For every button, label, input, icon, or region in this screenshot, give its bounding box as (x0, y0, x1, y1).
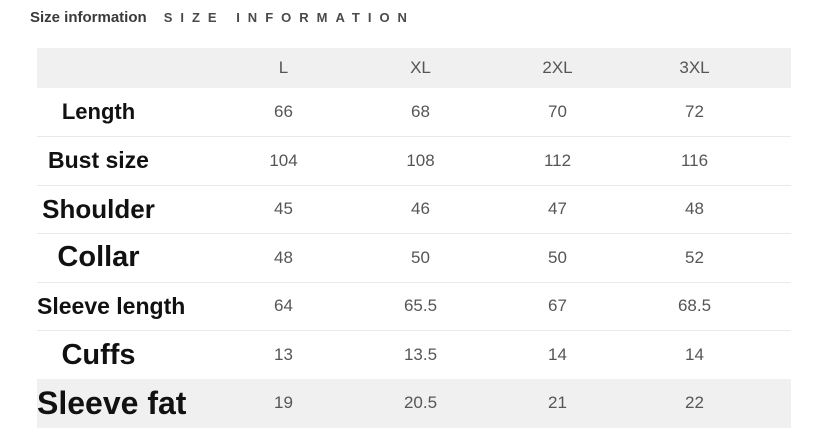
value-cell: 19 (274, 393, 293, 413)
spacer-cell (763, 282, 791, 331)
value-cell: 48 (215, 233, 352, 283)
size-info-title: Size information (30, 9, 147, 26)
value-cell: 66 (215, 88, 352, 137)
table-row-shoulder: Shoulder 45 46 47 48 (37, 185, 791, 234)
row-label: Bust size (37, 136, 215, 186)
value-cell: 50 (489, 233, 626, 283)
value-cell: 13.5 (403, 345, 438, 364)
spacer-cell (763, 233, 791, 283)
value-cell: 70 (489, 88, 626, 137)
row-label: Collar (37, 233, 215, 283)
table-header-row: L XL 2XL 3XL (37, 48, 791, 88)
row-label: Cuffs (61, 338, 136, 371)
spacer-cell (763, 48, 791, 88)
value-cell: 45 (215, 185, 352, 234)
value-cell: 104 (215, 136, 352, 186)
column-header-l: L (278, 58, 289, 77)
column-header-2xl: 2XL (542, 58, 573, 77)
spacer-cell (763, 331, 791, 380)
value-cell: 14 (685, 345, 704, 364)
value-cell: 48 (626, 185, 763, 234)
table-row-collar: Collar 48 50 50 52 (37, 233, 791, 283)
value-cell: 108 (352, 136, 489, 186)
value-cell: 52 (626, 233, 763, 283)
spacer-cell (763, 185, 791, 234)
value-cell: 72 (626, 88, 763, 137)
column-header-xl: XL (410, 58, 431, 77)
value-cell: 14 (548, 345, 567, 364)
value-cell: 112 (489, 136, 626, 186)
size-table: L XL 2XL 3XL Length 66 68 70 72 Bust siz… (37, 48, 791, 428)
value-cell: 50 (352, 233, 489, 283)
value-cell: 64 (215, 282, 352, 331)
value-cell: 68 (352, 88, 489, 137)
value-cell: 13 (274, 345, 293, 364)
row-label: Sleeve length (37, 282, 215, 331)
value-cell: 22 (685, 393, 704, 413)
row-label: Length (37, 88, 215, 137)
spacer-cell (763, 379, 791, 428)
value-cell: 21 (548, 393, 567, 413)
value-cell: 68.5 (626, 282, 763, 331)
value-cell: 65.5 (352, 282, 489, 331)
table-row-bust-size: Bust size 104 108 112 116 (37, 136, 791, 186)
spacer-cell (763, 136, 791, 186)
row-label: Shoulder (37, 185, 215, 234)
value-cell: 46 (352, 185, 489, 234)
size-info-subtitle: SIZE INFORMATION (163, 10, 415, 25)
column-header-3xl: 3XL (679, 58, 710, 77)
table-row-cuffs: Cuffs 13 13.5 14 14 (37, 331, 791, 380)
value-cell: 67 (489, 282, 626, 331)
table-row-length: Length 66 68 70 72 (37, 88, 791, 137)
value-cell: 20.5 (403, 393, 438, 413)
value-cell: 47 (489, 185, 626, 234)
row-label: Sleeve fat (37, 384, 187, 421)
value-cell: 116 (626, 136, 763, 186)
column-header-empty (37, 48, 215, 88)
table-row-sleeve-length: Sleeve length 64 65.5 67 68.5 (37, 282, 791, 331)
page-title: Size information SIZE INFORMATION (0, 0, 828, 26)
table-row-sleeve-fat: Sleeve fat 19 20.5 21 22 (37, 379, 791, 428)
spacer-cell (763, 88, 791, 137)
